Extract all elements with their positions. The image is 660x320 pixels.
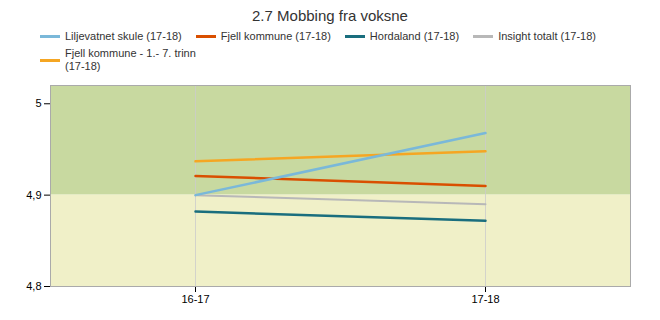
- html-text:Insight totalt (17-18): Insight totalt (17-18): [498, 30, 596, 42]
- svg-text:16-17: 16-17: [181, 293, 209, 305]
- svg-text:4,9: 4,9: [26, 189, 41, 201]
- html-text:Fjell kommune - 1.- 7. trinn (: Fjell kommune - 1.- 7. trinn (17-18): [65, 47, 196, 72]
- html-text:Liljevatnet skule (17-18): Liljevatnet skule (17-18): [65, 30, 182, 42]
- svg-text:17-18: 17-18: [471, 293, 499, 305]
- svg-text:4,8: 4,8: [26, 280, 41, 292]
- svg-text:5: 5: [35, 97, 41, 109]
- html-text:Hordaland (17-18): Hordaland (17-18): [369, 30, 460, 42]
- html-text:2.7 Mobbing fra voksne: 2.7 Mobbing fra voksne: [252, 7, 408, 24]
- html-text:Fjell kommune (17-18): Fjell kommune (17-18): [220, 30, 331, 42]
